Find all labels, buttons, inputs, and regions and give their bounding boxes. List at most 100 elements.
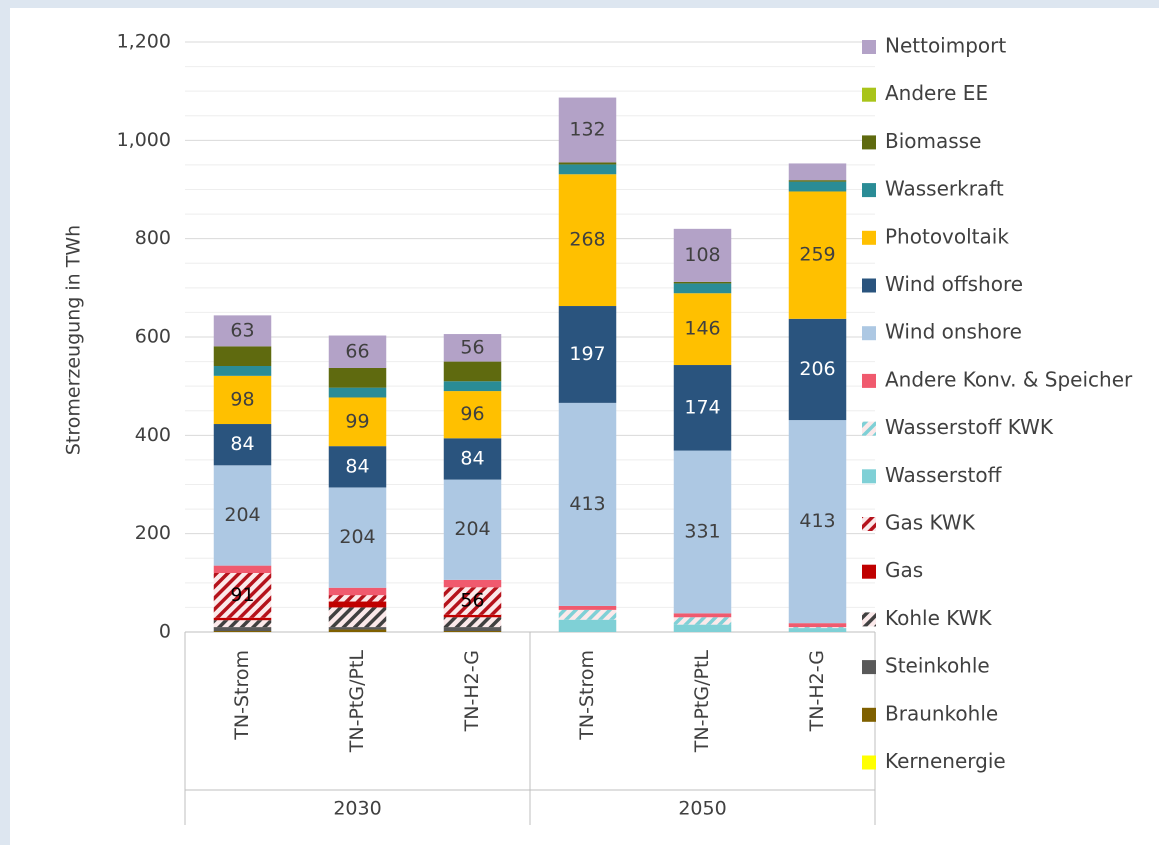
y-tick-label: 600 — [135, 326, 171, 348]
data-label: 204 — [454, 518, 490, 540]
legend-swatch — [862, 230, 876, 245]
legend-swatch — [862, 373, 876, 388]
bar-segment — [328, 629, 387, 632]
bar-segment — [443, 361, 502, 382]
bar-segment — [673, 613, 732, 618]
bar-segment — [328, 367, 387, 388]
data-label: 98 — [230, 388, 254, 410]
bar-segment — [213, 631, 272, 632]
bar-segment — [213, 620, 272, 628]
data-label: 99 — [345, 410, 369, 432]
data-label: 56 — [460, 336, 484, 358]
bar-segment — [673, 283, 732, 294]
bar-segment — [328, 587, 387, 596]
legend-swatch — [862, 326, 876, 341]
legend-label: Wind offshore — [885, 272, 1023, 296]
bar-segment — [328, 446, 387, 488]
bar-segment — [328, 607, 387, 628]
group-label: 2050 — [678, 798, 726, 820]
legend-label: Andere Konv. & Speicher — [885, 367, 1133, 391]
bar-segment — [213, 346, 272, 367]
y-tick-label: 0 — [159, 621, 171, 643]
bar-segment — [788, 181, 847, 192]
y-tick-label: 800 — [135, 227, 171, 249]
data-label: 259 — [799, 244, 835, 266]
legend-label: Biomasse — [885, 129, 981, 153]
bar-segment — [328, 487, 387, 588]
bar-segment — [328, 335, 387, 368]
bar-segment — [558, 619, 617, 632]
data-label: 56 — [460, 590, 484, 612]
bar-segment — [213, 375, 272, 425]
legend-swatch — [862, 183, 876, 198]
y-tick-label: 400 — [135, 424, 171, 446]
legend-label: Gas — [885, 558, 923, 582]
data-label: 84 — [230, 433, 254, 455]
bar-segment — [673, 450, 732, 614]
legend-label: Wind onshore — [885, 320, 1022, 344]
bar-segment — [443, 391, 502, 439]
bar-segment — [558, 97, 617, 163]
x-tick-label: TN-PtG/PtL — [346, 650, 368, 754]
bar-segment — [443, 617, 502, 628]
legend-label: Nettoimport — [885, 34, 1006, 58]
legend-swatch — [862, 40, 876, 54]
legend-swatch — [862, 517, 876, 531]
bar-segment — [673, 228, 732, 282]
legend-label: Andere EE — [885, 81, 988, 105]
x-tick-label: TN-Strom — [231, 650, 253, 741]
legend-label: Wasserkraft — [885, 177, 1004, 201]
legend-label: Steinkohle — [885, 654, 990, 678]
bar-segment — [558, 605, 617, 610]
bar-segment — [328, 387, 387, 398]
legend-swatch — [862, 755, 876, 770]
bar-segment — [788, 420, 847, 624]
bar-segment — [443, 381, 502, 392]
legend-swatch — [862, 612, 876, 627]
bar-segment — [673, 293, 732, 366]
data-label: 146 — [684, 318, 720, 340]
bar-segment — [788, 163, 847, 181]
data-label: 413 — [569, 493, 605, 515]
bar-segment — [788, 180, 847, 182]
bar-segment — [213, 424, 272, 466]
bar-segment — [213, 573, 272, 618]
legend-swatch — [862, 421, 876, 436]
bar-segment — [673, 617, 732, 625]
bar-segment — [558, 306, 617, 403]
bar-segment — [788, 627, 847, 629]
bar-segment — [213, 565, 272, 573]
data-label: 91 — [230, 584, 254, 606]
bar-segment — [788, 191, 847, 319]
x-tick-label: TN-Strom — [576, 650, 598, 741]
data-label: 84 — [345, 455, 369, 477]
legend-swatch — [862, 707, 876, 722]
bar-segment — [558, 402, 617, 606]
bar-segment — [328, 397, 387, 447]
data-label: 331 — [684, 520, 720, 542]
bar-segment — [558, 174, 617, 307]
legend-label: Braunkohle — [885, 701, 998, 725]
legend-label: Kernenergie — [885, 749, 1006, 773]
bar-segment — [443, 631, 502, 632]
bar-segment — [213, 627, 272, 632]
bar-segment — [673, 365, 732, 451]
y-tick-label: 200 — [135, 522, 171, 544]
bar-segment — [213, 366, 272, 376]
data-label: 96 — [460, 403, 484, 425]
y-tick-label: 1,000 — [117, 129, 171, 151]
data-label: 197 — [569, 343, 605, 365]
data-label: 63 — [230, 319, 254, 341]
legend-swatch — [862, 135, 876, 150]
bar-segment — [558, 164, 617, 175]
legend-label: Wasserstoff — [885, 463, 1003, 487]
bar-segment — [213, 465, 272, 566]
bar-segment — [443, 579, 502, 588]
x-tick-label: TN-H2-G — [461, 650, 483, 732]
legend-swatch — [862, 87, 876, 102]
legend-swatch — [862, 660, 876, 675]
data-label: 204 — [224, 504, 260, 526]
data-label: 268 — [569, 229, 605, 251]
bar-segment — [328, 601, 387, 608]
data-label: 66 — [345, 340, 369, 362]
